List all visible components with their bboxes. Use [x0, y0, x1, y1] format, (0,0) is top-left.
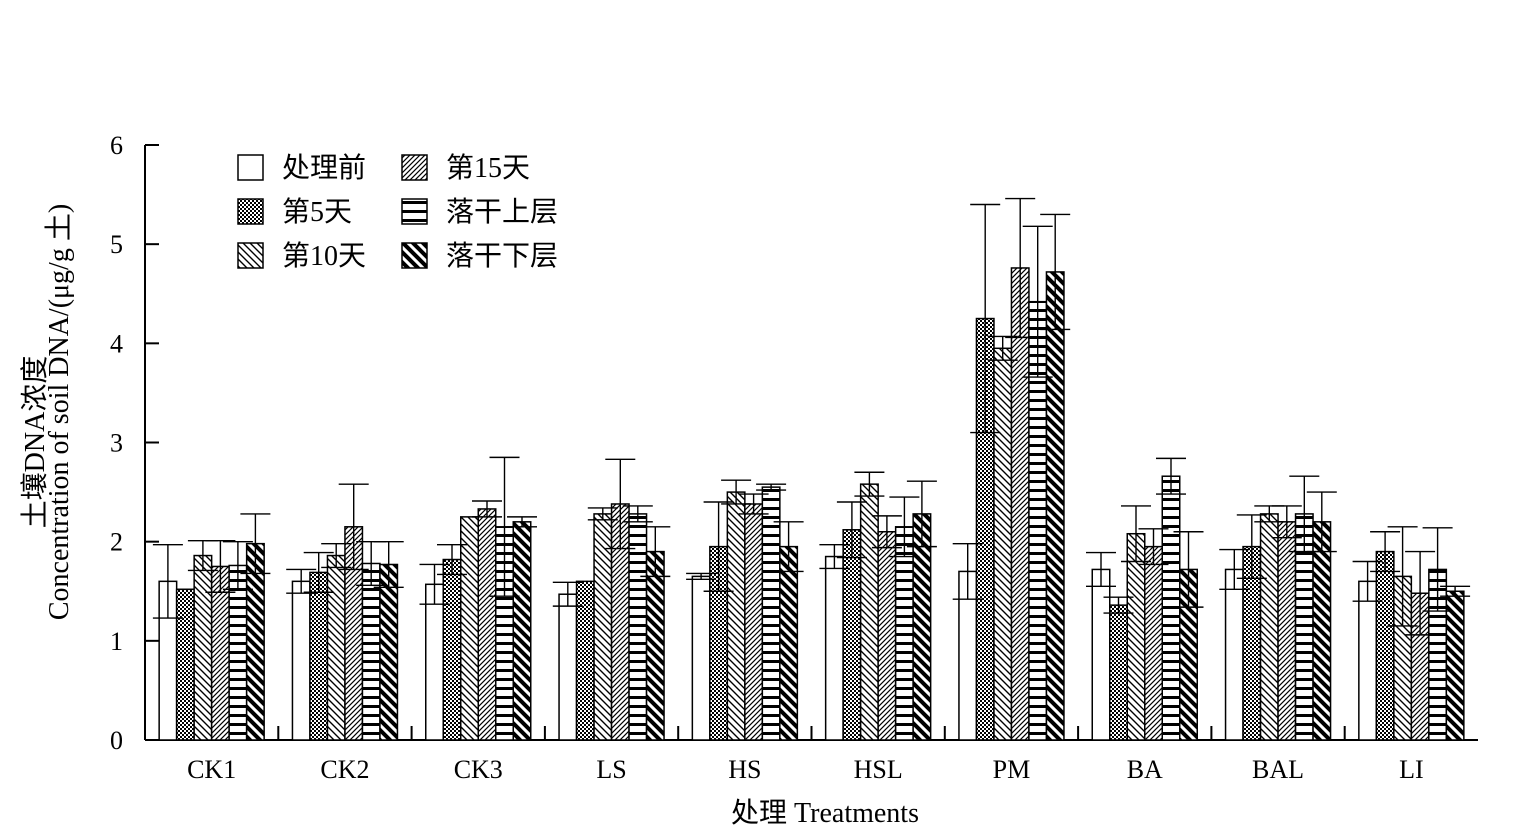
- bar-ba-s2: [1109, 604, 1128, 741]
- bar-ba-s4: [1144, 545, 1163, 741]
- legend-swatch-6: [401, 242, 428, 269]
- legend-swatch-3: [237, 242, 264, 269]
- bars-layer: [158, 267, 1465, 741]
- legend-swatch-5: [401, 198, 428, 225]
- error-bars-layer: [152, 197, 1471, 636]
- bar-hs-s4: [744, 503, 764, 741]
- bar-ck3-s3: [460, 516, 479, 741]
- y-tick-label: 5: [110, 230, 123, 259]
- bar-hs-s3: [726, 491, 746, 741]
- legend-label-2: 第5天: [282, 196, 352, 228]
- bar-pm-s4: [1010, 267, 1030, 741]
- bar-hsl-s1: [824, 555, 844, 741]
- y-tick-label: 1: [110, 627, 123, 656]
- legend-label-3: 第10天: [282, 240, 366, 272]
- bar-ls-s2: [575, 580, 595, 741]
- bar-bal-s4: [1277, 521, 1297, 741]
- bar-hsl-s6: [912, 513, 932, 741]
- bar-hsl-s3: [859, 483, 879, 741]
- bar-li-s2: [1375, 550, 1395, 741]
- bar-hs-s5: [761, 486, 781, 741]
- x-tick-label: LS: [596, 755, 626, 784]
- bar-li-s1: [1358, 580, 1378, 741]
- bar-ck2-s6: [379, 563, 399, 741]
- bar-ck2-s3: [326, 554, 346, 741]
- y-axis-label-cn: 土壤DNA浓度: [19, 356, 51, 529]
- bar-ls-s3: [593, 513, 613, 741]
- y-tick-label: 4: [110, 329, 123, 358]
- x-tick-label: PM: [993, 755, 1031, 784]
- bar-ck2-s1: [291, 580, 311, 741]
- legend-label-6: 落干下层: [446, 240, 558, 272]
- x-tick-label: CK3: [454, 755, 503, 784]
- bar-ck3-s4: [477, 508, 497, 741]
- bar-pm-s6: [1045, 271, 1065, 741]
- x-tick-label: LI: [1399, 755, 1424, 784]
- axes: 0 1 2 3 4 5 6 CK1 CK2 CK3 LS HS HSL PM BA BAL LI: [110, 131, 1478, 784]
- bar-bal-s3: [1259, 513, 1279, 741]
- bar-ck2-s2: [309, 571, 329, 741]
- y-tick-label: 3: [110, 429, 123, 458]
- bar-li-s6: [1445, 590, 1465, 741]
- bar-ck1-s3: [193, 554, 213, 741]
- bar-ck2-s5: [361, 562, 381, 741]
- legend-swatch-2: [237, 198, 264, 225]
- x-tick-label: BA: [1127, 755, 1163, 784]
- bar-hsl-s4: [877, 531, 897, 741]
- x-axis-label: 处理 Treatments: [731, 797, 919, 828]
- bar-ck3-s1: [425, 583, 444, 741]
- y-tick-label: 2: [110, 528, 123, 557]
- bar-hsl-s5: [894, 526, 914, 741]
- bar-ls-s1: [558, 593, 578, 741]
- x-tick-label: CK2: [320, 755, 369, 784]
- bar-ck3-s2: [442, 558, 462, 741]
- bar-ls-s6: [645, 550, 665, 741]
- bar-ck3-s6: [512, 521, 532, 741]
- legend-swatch-1: [237, 154, 264, 181]
- bar-hs-s1: [691, 575, 711, 741]
- bar-ck1-s2: [175, 588, 195, 741]
- legend-swatch-4: [401, 154, 428, 181]
- y-tick-label: 0: [110, 726, 123, 755]
- bar-ba-s1: [1091, 568, 1111, 741]
- x-tick-label: HSL: [854, 755, 903, 784]
- bar-hs-s6: [779, 545, 799, 741]
- x-tick-label: CK1: [187, 755, 236, 784]
- x-tick-label: BAL: [1252, 755, 1304, 784]
- legend-label-1: 处理前: [282, 152, 366, 184]
- bar-hsl-s2: [842, 529, 862, 741]
- bar-ba-s5: [1161, 475, 1181, 741]
- y-axis-label-en: Concentration of soil DNA/(μg/g 土): [43, 204, 75, 620]
- legend-label-5: 落干上层: [446, 196, 558, 228]
- bar-bal-s6: [1312, 521, 1332, 741]
- legend-label-4: 第15天: [446, 152, 530, 184]
- bar-ls-s5: [628, 513, 648, 741]
- bar-pm-s3: [993, 347, 1013, 741]
- x-tick-label: HS: [728, 755, 761, 784]
- bar-bal-s1: [1224, 568, 1244, 741]
- y-tick-label: 6: [110, 131, 123, 160]
